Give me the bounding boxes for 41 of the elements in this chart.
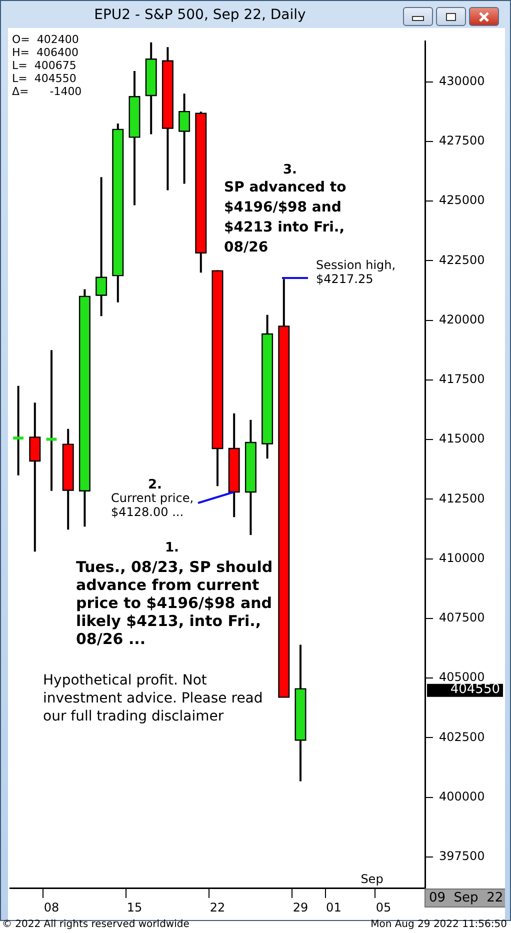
annotation: Session high, $4217.25 xyxy=(316,258,396,286)
y-tick-label: 430000 xyxy=(439,74,485,88)
annotation: H= 406400 xyxy=(12,46,78,59)
y-tick-label: 397500 xyxy=(439,849,485,864)
annotation: 2. xyxy=(148,477,162,492)
x-tick-label: 01 xyxy=(326,900,342,914)
x-tick-label: 05 xyxy=(376,900,392,914)
annotation: O= 402400 xyxy=(12,32,79,46)
annotation: Hypothetical profit. Not investment advice. Please read our full trading disclaimer xyxy=(43,672,263,725)
annotation: L= 404550 xyxy=(12,72,76,85)
y-tick-label: 405000 xyxy=(439,670,485,684)
y-tick-label: 417500 xyxy=(439,372,485,386)
text: 404550 xyxy=(450,682,500,698)
y-tick-label: 410000 xyxy=(439,550,485,565)
y-tick-label: 425000 xyxy=(439,193,485,208)
y-tick-label: 400000 xyxy=(439,789,485,804)
annotation: Current price, $4128.00 ... xyxy=(111,491,194,520)
y-tick-label: 407500 xyxy=(439,610,485,625)
x-tick-label: 15 xyxy=(126,900,142,914)
annotation: SP advanced to $4196/$98 and $4213 into Fri., 08/26 xyxy=(224,180,347,256)
x-tick-label: 08 xyxy=(44,900,60,914)
y-tick-label: 412500 xyxy=(439,491,485,506)
annotation: Tues., 08/23, SP should advance from current price to $4196/$98 and likely $4213, into Fri., 08/26 ... xyxy=(76,558,273,648)
candlestick xyxy=(13,384,24,476)
candlestick xyxy=(46,349,57,492)
annotation: Δ= -1400 xyxy=(12,84,82,98)
x-tick-label: 29 xyxy=(292,900,308,914)
text: Mon Aug 29 2022 11:56:50 xyxy=(370,919,507,930)
x-tick-label: 22 xyxy=(210,900,226,914)
chart-title: EPU2 - S&P 500, Sep 22, Daily xyxy=(93,7,307,23)
annotation: L= 400675 xyxy=(12,58,76,72)
text: © 2022 All rights reserved worldwide xyxy=(2,919,190,930)
annotation: 3. xyxy=(283,162,297,178)
y-tick-label: 422500 xyxy=(439,252,485,267)
y-tick-label: 402500 xyxy=(439,730,485,744)
annotation: Sep xyxy=(360,872,384,886)
text: 09 Sep 22 xyxy=(429,890,504,906)
y-tick-label: 415000 xyxy=(439,432,485,446)
y-tick-label: 420000 xyxy=(439,312,485,326)
annotation: 1. xyxy=(165,540,179,556)
y-tick-label: 427500 xyxy=(439,134,485,148)
